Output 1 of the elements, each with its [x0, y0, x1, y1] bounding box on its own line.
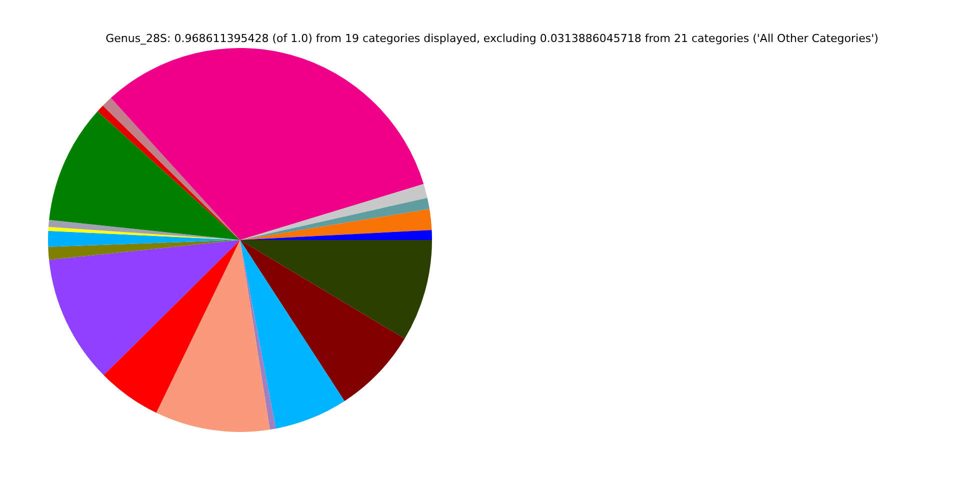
text: Genus_28S: 0.968611395428 (of 1.0) from 19 categories displayed, excluding 0.0313886045718 from 21 categories ('All Other Categories') [104, 32, 880, 45]
